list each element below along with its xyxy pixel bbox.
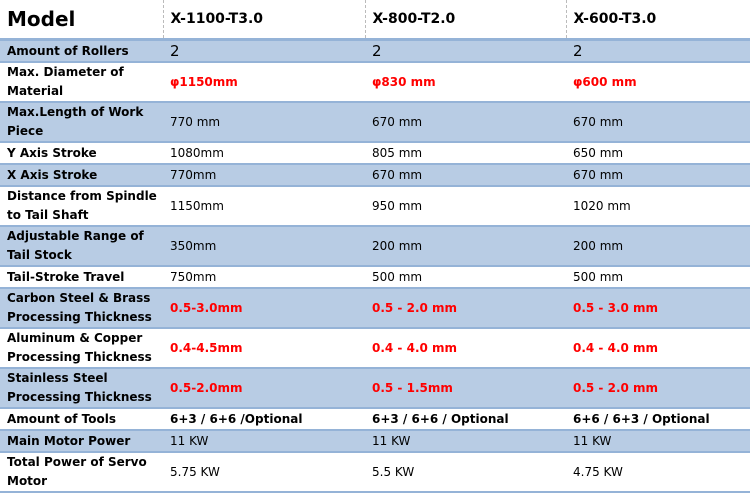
spec-value: 0.5 - 2.0 mm xyxy=(566,368,750,408)
spec-value: φ600 mm xyxy=(573,74,637,89)
spec-value: 350mm xyxy=(163,226,365,266)
spec-value: 950 mm xyxy=(372,198,423,213)
spec-value: 2 xyxy=(163,39,365,62)
header-row: Model X-1100-T3.0 X-800-T2.0 X-600-T3.0 xyxy=(0,0,750,40)
spec-value: 0.4 - 4.0 mm xyxy=(372,340,458,355)
spec-value: 0.5-3.0mm xyxy=(163,288,365,328)
spec-label: X Axis Stroke xyxy=(0,164,163,186)
table-row: Amount of Tools 6+3 / 6+6 /Optional 6+3 / … xyxy=(0,408,750,430)
spec-value: 670 mm xyxy=(566,164,750,186)
spec-label: Total Power of Servo Motor xyxy=(7,455,147,488)
table-row: Adjustable Range of Tail Stock 350mm 200 m… xyxy=(0,226,750,266)
spec-label: Max. Diameter of Material xyxy=(7,65,124,98)
spec-label: Stainless Steel Processing Thickness xyxy=(0,368,163,408)
spec-value: 6+6 / 6+3 / Optional xyxy=(573,411,710,426)
spec-label: Amount of Rollers xyxy=(0,39,163,62)
spec-value: 4.75 KW xyxy=(573,464,623,479)
spec-value: 0.5 - 3.0 mm xyxy=(566,288,750,328)
spec-value: 2 xyxy=(365,39,566,62)
spec-label: Distance from Spindle to Tail Shaft xyxy=(7,189,157,222)
table-row: Max.Length of Work Piece 770 mm 670 mm 670 … xyxy=(0,102,750,142)
spec-label: Aluminum & Copper Processing Thickness xyxy=(7,331,152,364)
spec-value: 200 mm xyxy=(566,226,750,266)
spec-value: 670 mm xyxy=(365,102,566,142)
table-row: Y Axis Stroke 1080mm 805 mm 650 mm xyxy=(0,142,750,164)
table-row: Total Power of Servo Motor 5.75 KW 5.5 KW 4… xyxy=(0,452,750,492)
spec-value: 0.5 - 1.5mm xyxy=(365,368,566,408)
spec-value: 0.5 - 2.0 mm xyxy=(365,288,566,328)
table-row: Tail-Stroke Travel 750mm 500 mm 500 mm xyxy=(0,266,750,288)
spec-value: 5.75 KW xyxy=(170,464,220,479)
spec-value: 6+3 / 6+6 / Optional xyxy=(372,411,509,426)
spec-value: 2 xyxy=(566,39,750,62)
spec-value: 670 mm xyxy=(566,102,750,142)
spec-value: 11 KW xyxy=(566,430,750,452)
spec-value: 1020 mm xyxy=(573,198,631,213)
model-name: X-1100-T3.0 xyxy=(162,0,365,40)
spec-value: 670 mm xyxy=(365,164,566,186)
spec-label: Amount of Tools xyxy=(7,411,117,426)
table-row: Amount of Rollers 2 2 2 xyxy=(0,39,750,62)
spec-value: 650 mm xyxy=(573,145,624,160)
spec-label: Main Motor Power xyxy=(0,430,163,452)
spec-value: 0.5-2.0mm xyxy=(163,368,365,408)
spec-label: Y Axis Stroke xyxy=(7,145,97,160)
table-row: Max. Diameter of Material φ1150mm φ830 mm φ… xyxy=(0,62,750,102)
model-name: X-600-T3.0 xyxy=(565,0,750,40)
spec-value: 5.5 KW xyxy=(372,464,415,479)
spec-label: Carbon Steel & Brass Processing Thicknes… xyxy=(0,288,163,328)
spec-label: Adjustable Range of Tail Stock xyxy=(0,226,163,266)
spec-label: Tail-Stroke Travel xyxy=(7,269,125,284)
table-row: Main Motor Power 11 KW 11 KW 11 KW xyxy=(0,430,750,452)
table-row: Stainless Steel Processing Thickness 0.5-… xyxy=(0,368,750,408)
spec-value: 0.4-4.5mm xyxy=(170,340,243,355)
table-row: Aluminum & Copper Processing Thickness 0.… xyxy=(0,328,750,368)
model-header: Model xyxy=(7,6,76,31)
spec-value: 770mm xyxy=(163,164,365,186)
spec-value: 1150mm xyxy=(170,198,224,213)
spec-value: 200 mm xyxy=(365,226,566,266)
spec-label: Max.Length of Work Piece xyxy=(0,102,163,142)
table-row: Distance from Spindle to Tail Shaft 1150m… xyxy=(0,186,750,226)
spec-value: 11 KW xyxy=(163,430,365,452)
spec-value: 0.4 - 4.0 mm xyxy=(573,340,659,355)
table-row: Carbon Steel & Brass Processing Thicknes… xyxy=(0,288,750,328)
spec-value: 750mm xyxy=(170,269,217,284)
spec-value: φ830 mm xyxy=(372,74,436,89)
spec-value: 770 mm xyxy=(163,102,365,142)
spec-value: 805 mm xyxy=(372,145,423,160)
model-name: X-800-T2.0 xyxy=(364,0,566,40)
spec-value: φ1150mm xyxy=(170,74,238,89)
spec-value: 11 KW xyxy=(365,430,566,452)
spec-value: 500 mm xyxy=(372,269,423,284)
spec-value: 500 mm xyxy=(573,269,624,284)
spec-value: 6+3 / 6+6 /Optional xyxy=(170,411,303,426)
spec-value: 1080mm xyxy=(170,145,224,160)
table-row: X Axis Stroke 770mm 670 mm 670 mm xyxy=(0,164,750,186)
